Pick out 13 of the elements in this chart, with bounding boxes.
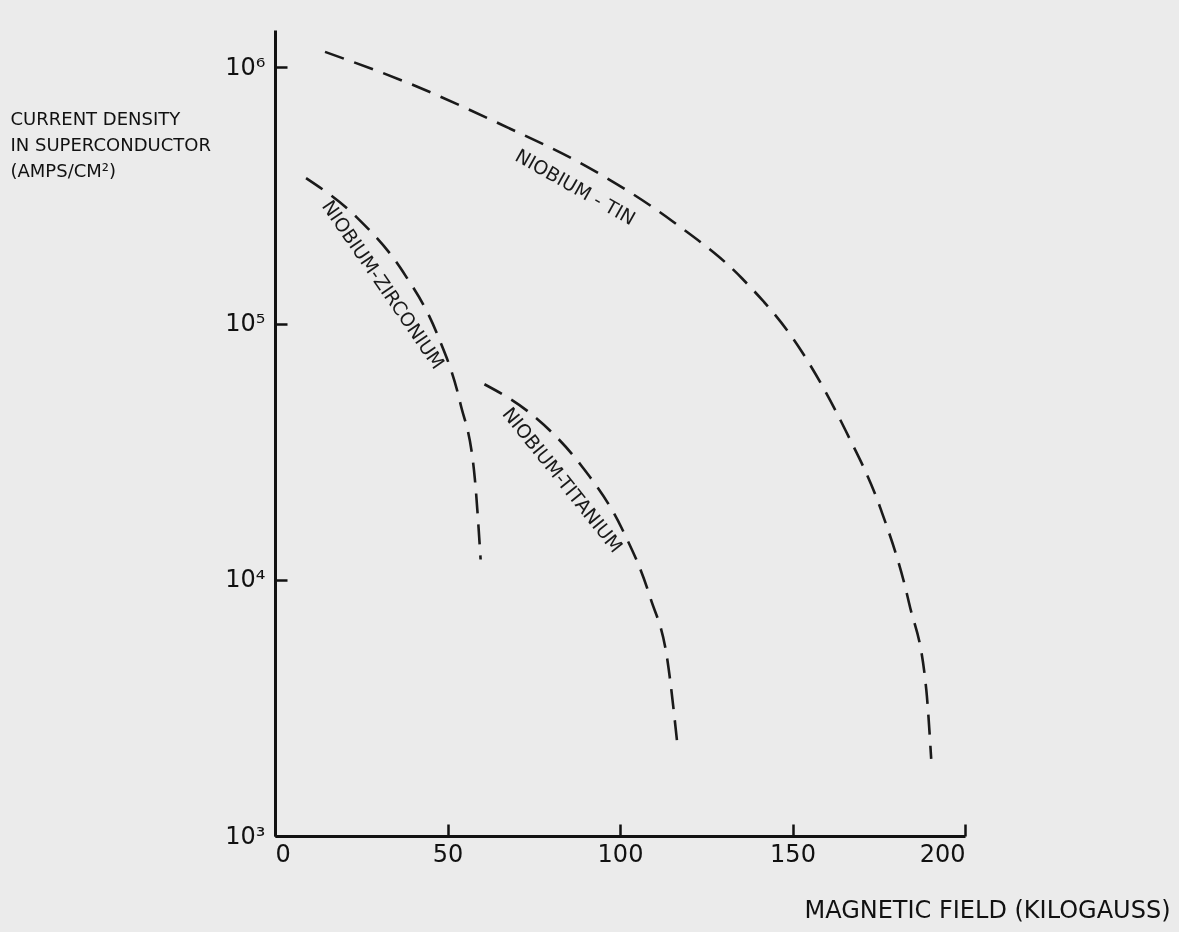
x-axis-title: MAGNETIC FIELD (KILOGAUSS) xyxy=(804,895,1171,924)
x-tick-label: 100 xyxy=(597,839,644,868)
x-tick-label: 50 xyxy=(432,839,464,868)
y-tick-label: 10⁵ xyxy=(225,309,266,338)
y-tick-label: 10³ xyxy=(225,821,266,850)
x-tick-label: 150 xyxy=(770,839,816,868)
y-tick-label: 10⁴ xyxy=(225,565,266,594)
line-series xyxy=(323,50,933,761)
x-tick-label: 0 xyxy=(275,839,291,868)
x-tick-label: 200 xyxy=(919,839,966,868)
line-series xyxy=(304,176,482,561)
y-axis-title: CURRENT DENSITY IN SUPERCONDUCTOR (AMPS/CM²) xyxy=(10,107,211,181)
y-tick-label: 10⁶ xyxy=(225,52,266,81)
